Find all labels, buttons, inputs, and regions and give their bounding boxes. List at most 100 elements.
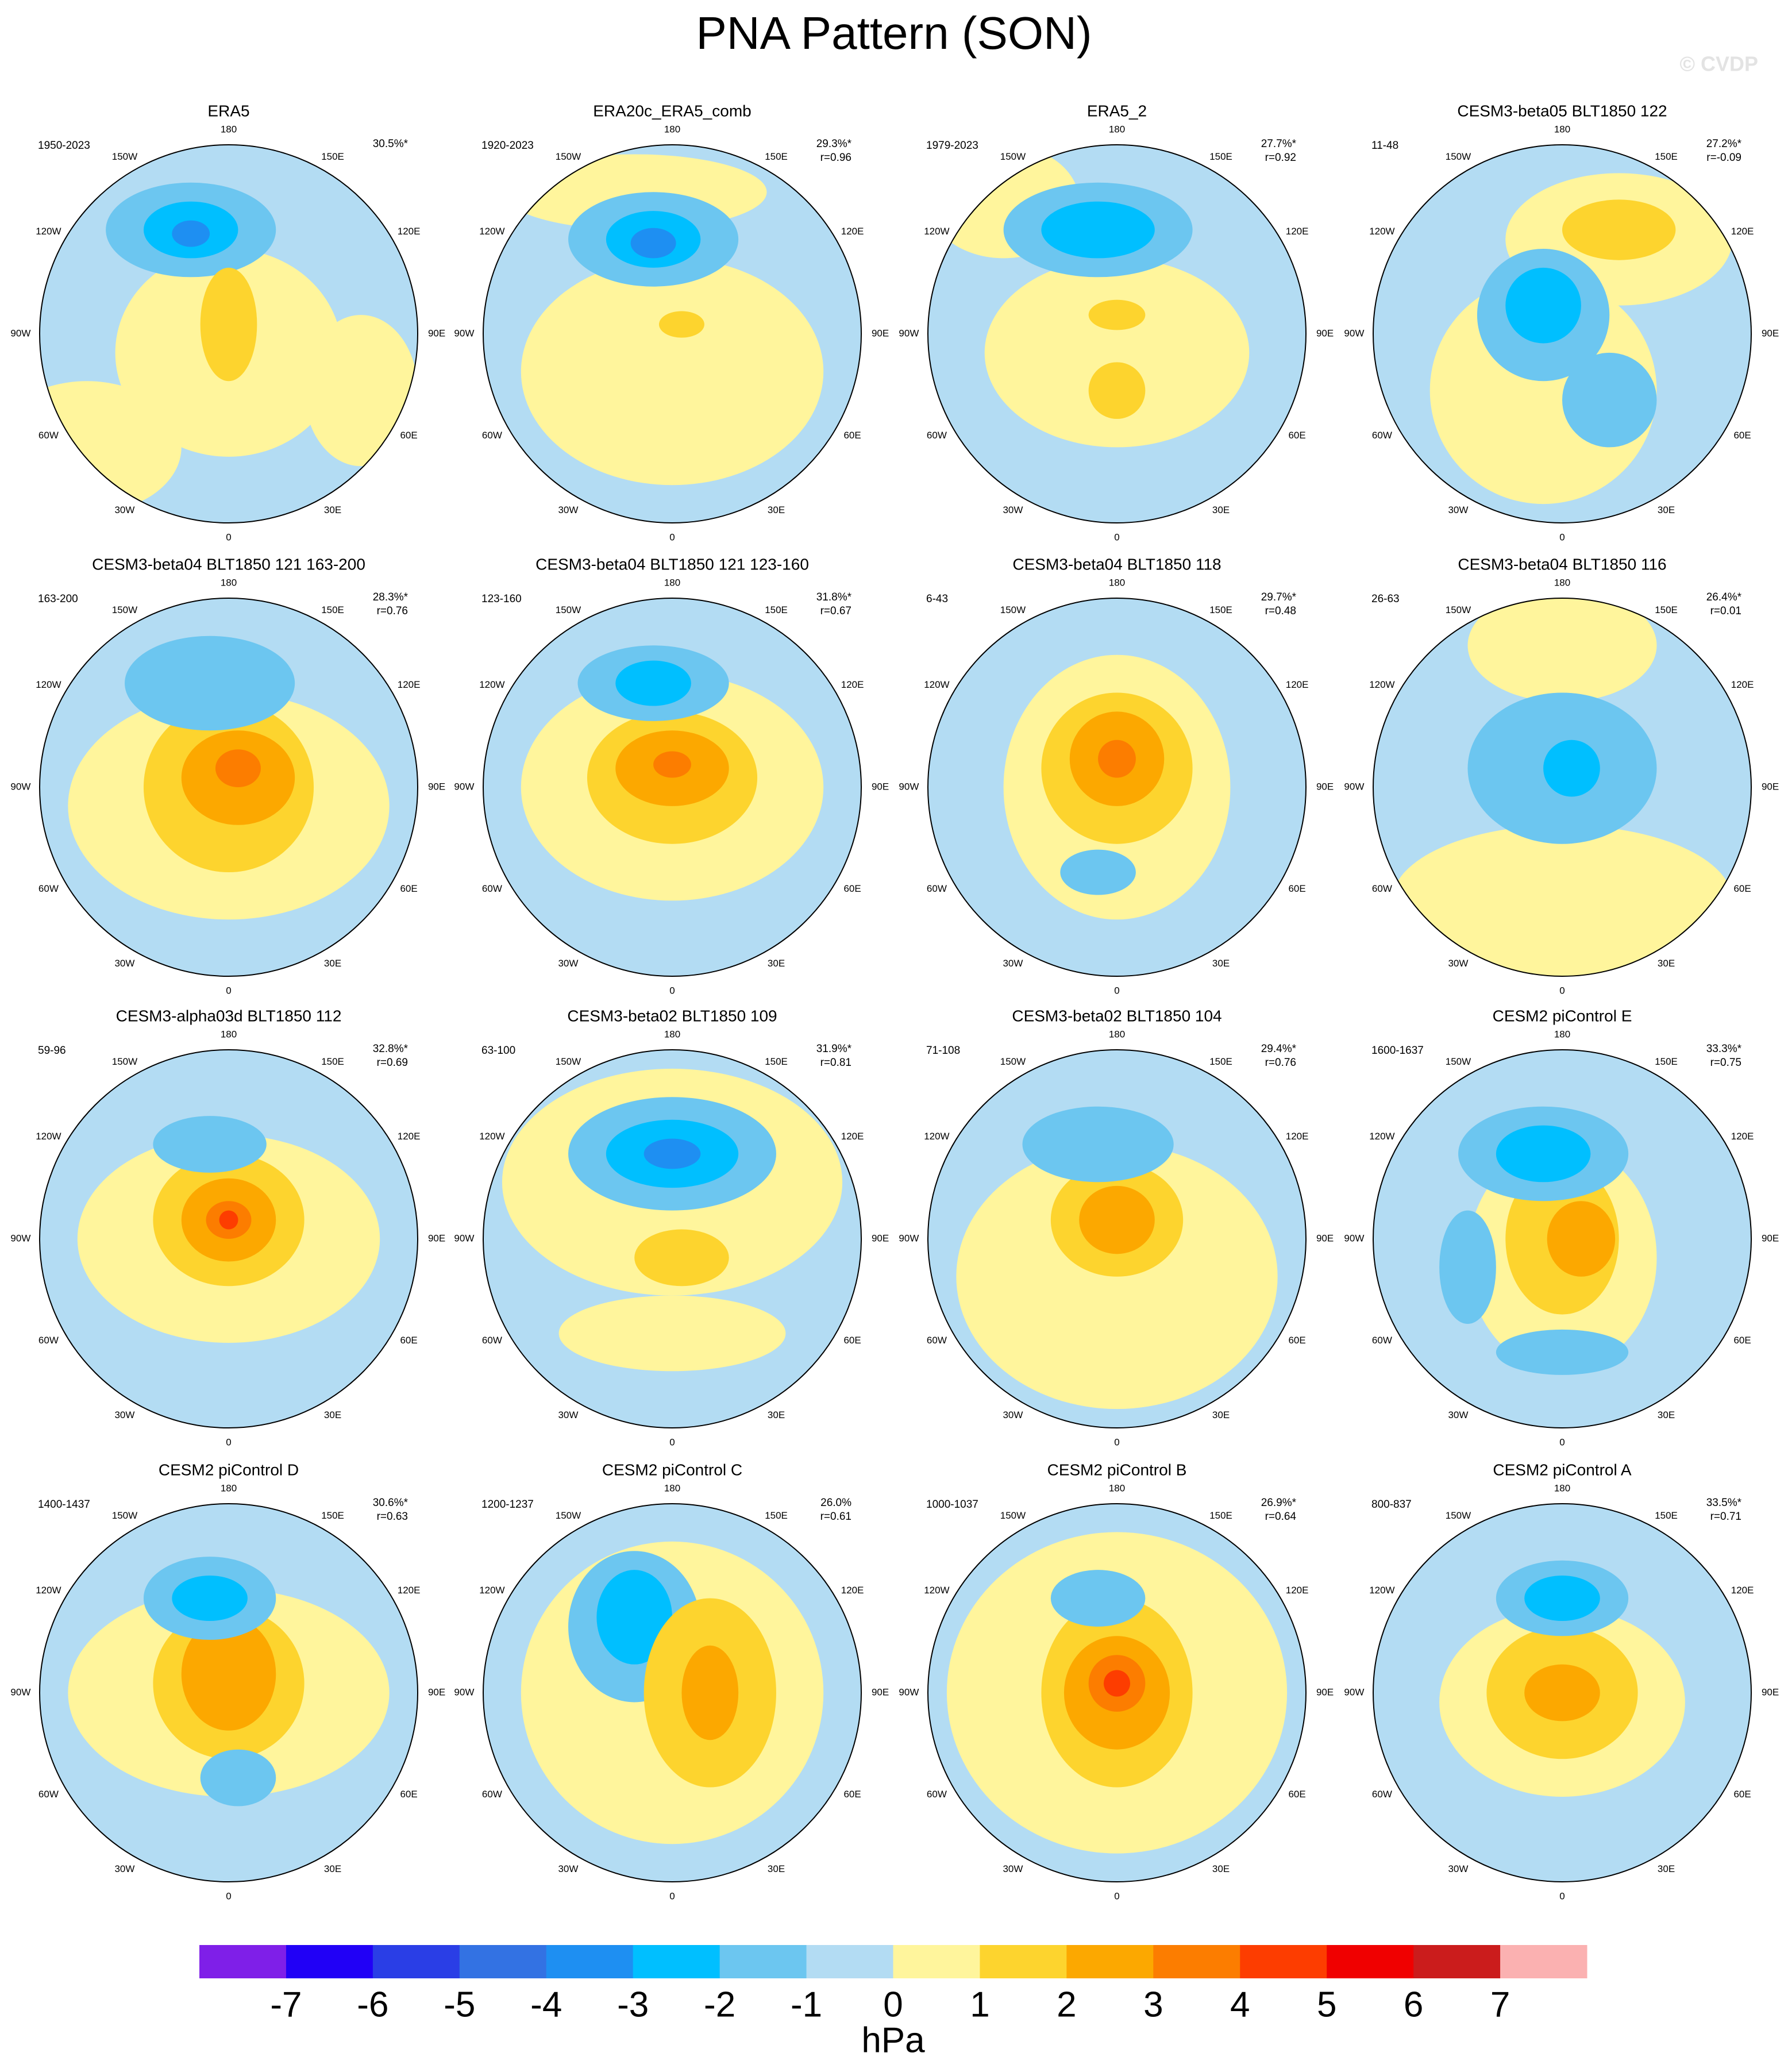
map-border (1373, 598, 1752, 977)
lon-label: 120E (1731, 226, 1754, 237)
lon-label: 0 (1559, 532, 1564, 542)
lon-label: 120W (479, 226, 504, 237)
field-contour (558, 1295, 786, 1372)
lon-label: 90W (1344, 781, 1364, 792)
map-border (39, 144, 418, 523)
colorbar-box (1066, 1945, 1154, 1978)
lon-label: 60E (1288, 1335, 1305, 1346)
lon-label: 60W (38, 1335, 59, 1346)
lon-label: 90W (10, 781, 30, 792)
panel-years: 59-96 (38, 1045, 66, 1057)
map-panel: CESM2 piControl B 1000-1037 26.9%* r=0.64 18… (899, 1461, 1334, 1901)
lon-label: 30W (1448, 504, 1468, 515)
lon-label: 30W (114, 504, 134, 515)
field-contour (1439, 1210, 1496, 1324)
lon-label: 150W (112, 151, 137, 162)
map-border (483, 598, 862, 977)
lon-label: 120W (924, 1585, 949, 1596)
lon-label: 120W (36, 226, 61, 237)
panel-r: r=0.81 (820, 1057, 851, 1069)
lon-label: 150E (765, 1510, 788, 1521)
lon-label: 90E (1762, 328, 1779, 338)
colorbar-tick-label: -6 (357, 1985, 388, 2024)
lon-label: 150W (556, 151, 581, 162)
colorbar-tick-label: -7 (270, 1985, 302, 2024)
lon-label: 90E (1316, 1233, 1334, 1243)
lon-label: 180 (221, 124, 237, 134)
lon-label: 0 (1114, 532, 1119, 542)
lon-label: 30W (558, 958, 578, 969)
lon-label: 60E (400, 883, 417, 894)
colorbar-tick-label: 0 (883, 1985, 903, 2024)
lon-label: 60E (1288, 1789, 1305, 1800)
field-contour (1496, 1125, 1591, 1183)
lon-label: 60W (482, 883, 502, 894)
panel-years: 1950-2023 (38, 140, 90, 152)
panel-years: 71-108 (926, 1045, 960, 1057)
panel-years: 1600-1637 (1371, 1045, 1424, 1057)
field-contour (643, 1138, 701, 1169)
lon-label: 60W (927, 1789, 947, 1800)
field-contour (1060, 849, 1136, 895)
lon-label: 90E (872, 781, 889, 792)
lon-label: 120W (479, 1131, 504, 1142)
lon-label: 30W (558, 1863, 578, 1874)
lon-label: 0 (1114, 1890, 1119, 1901)
panel-title: CESM3-beta02 BLT1850 109 (567, 1007, 777, 1025)
lon-label: 30E (768, 1863, 785, 1874)
lon-label: 120W (1369, 226, 1394, 237)
lon-label: 30E (324, 504, 341, 515)
lon-label: 30W (558, 1409, 578, 1420)
lon-label: 30W (114, 1409, 134, 1420)
map-border (483, 1503, 862, 1882)
lon-label: 120W (479, 1585, 504, 1596)
lon-label: 90E (872, 328, 889, 338)
panel-r: r=0.69 (377, 1057, 408, 1069)
panel-pct: 27.2%* (1706, 138, 1742, 150)
field (40, 1504, 418, 1882)
field-contour (1088, 362, 1146, 419)
field-contour (1543, 740, 1600, 797)
lon-label: 120E (1286, 1131, 1309, 1142)
lon-label: 90E (1762, 781, 1779, 792)
field (928, 1504, 1306, 1882)
colorbar-box (1413, 1945, 1501, 1978)
lon-label: 0 (1114, 1436, 1119, 1447)
lon-label: 90E (1762, 1686, 1779, 1697)
colorbar-box (1327, 1945, 1414, 1978)
lon-label: 90E (428, 781, 445, 792)
colorbar-box (633, 1945, 720, 1978)
field-contour (1041, 201, 1155, 259)
lon-label: 150W (556, 604, 581, 615)
lon-label: 150E (1209, 151, 1232, 162)
lon-label: 60E (400, 430, 417, 441)
lon-label: 30E (324, 958, 341, 969)
panel-years: 6-43 (926, 593, 948, 605)
field-contour (521, 258, 824, 486)
panel-title: CESM3-beta04 BLT1850 121 123-160 (535, 555, 809, 573)
lon-label: 120E (841, 1585, 864, 1596)
lon-label: 30W (114, 958, 134, 969)
map-border (1373, 1049, 1752, 1428)
map-panel: CESM3-beta04 BLT1850 121 123-160 123-160 3… (454, 555, 889, 996)
field-contour (1022, 1106, 1174, 1183)
lon-label: 120W (924, 226, 949, 237)
lon-label: 0 (1114, 985, 1119, 996)
lon-label: 30W (558, 504, 578, 515)
panel-years: 1400-1437 (38, 1499, 90, 1511)
map-border (39, 1503, 418, 1882)
lon-label: 150E (321, 604, 344, 615)
lon-label: 90W (454, 781, 474, 792)
lon-label: 90E (1762, 1233, 1779, 1243)
lon-label: 180 (1554, 1482, 1570, 1493)
map-panel: ERA5 1950-2023 30.5%* 180 150E 120E 90E 60E 30E 0… (10, 102, 445, 542)
field-contour (1562, 352, 1657, 448)
lon-label: 30W (1003, 504, 1023, 515)
map-panel: ERA5_2 1979-2023 27.7%* r=0.92 180 150E 120E 90… (899, 102, 1334, 542)
lon-label: 0 (226, 1436, 231, 1447)
field-contour (1496, 1329, 1629, 1375)
lon-label: 150W (112, 1510, 137, 1521)
lon-label: 150W (1446, 1056, 1471, 1067)
lon-label: 60W (482, 1335, 502, 1346)
field (483, 145, 861, 523)
